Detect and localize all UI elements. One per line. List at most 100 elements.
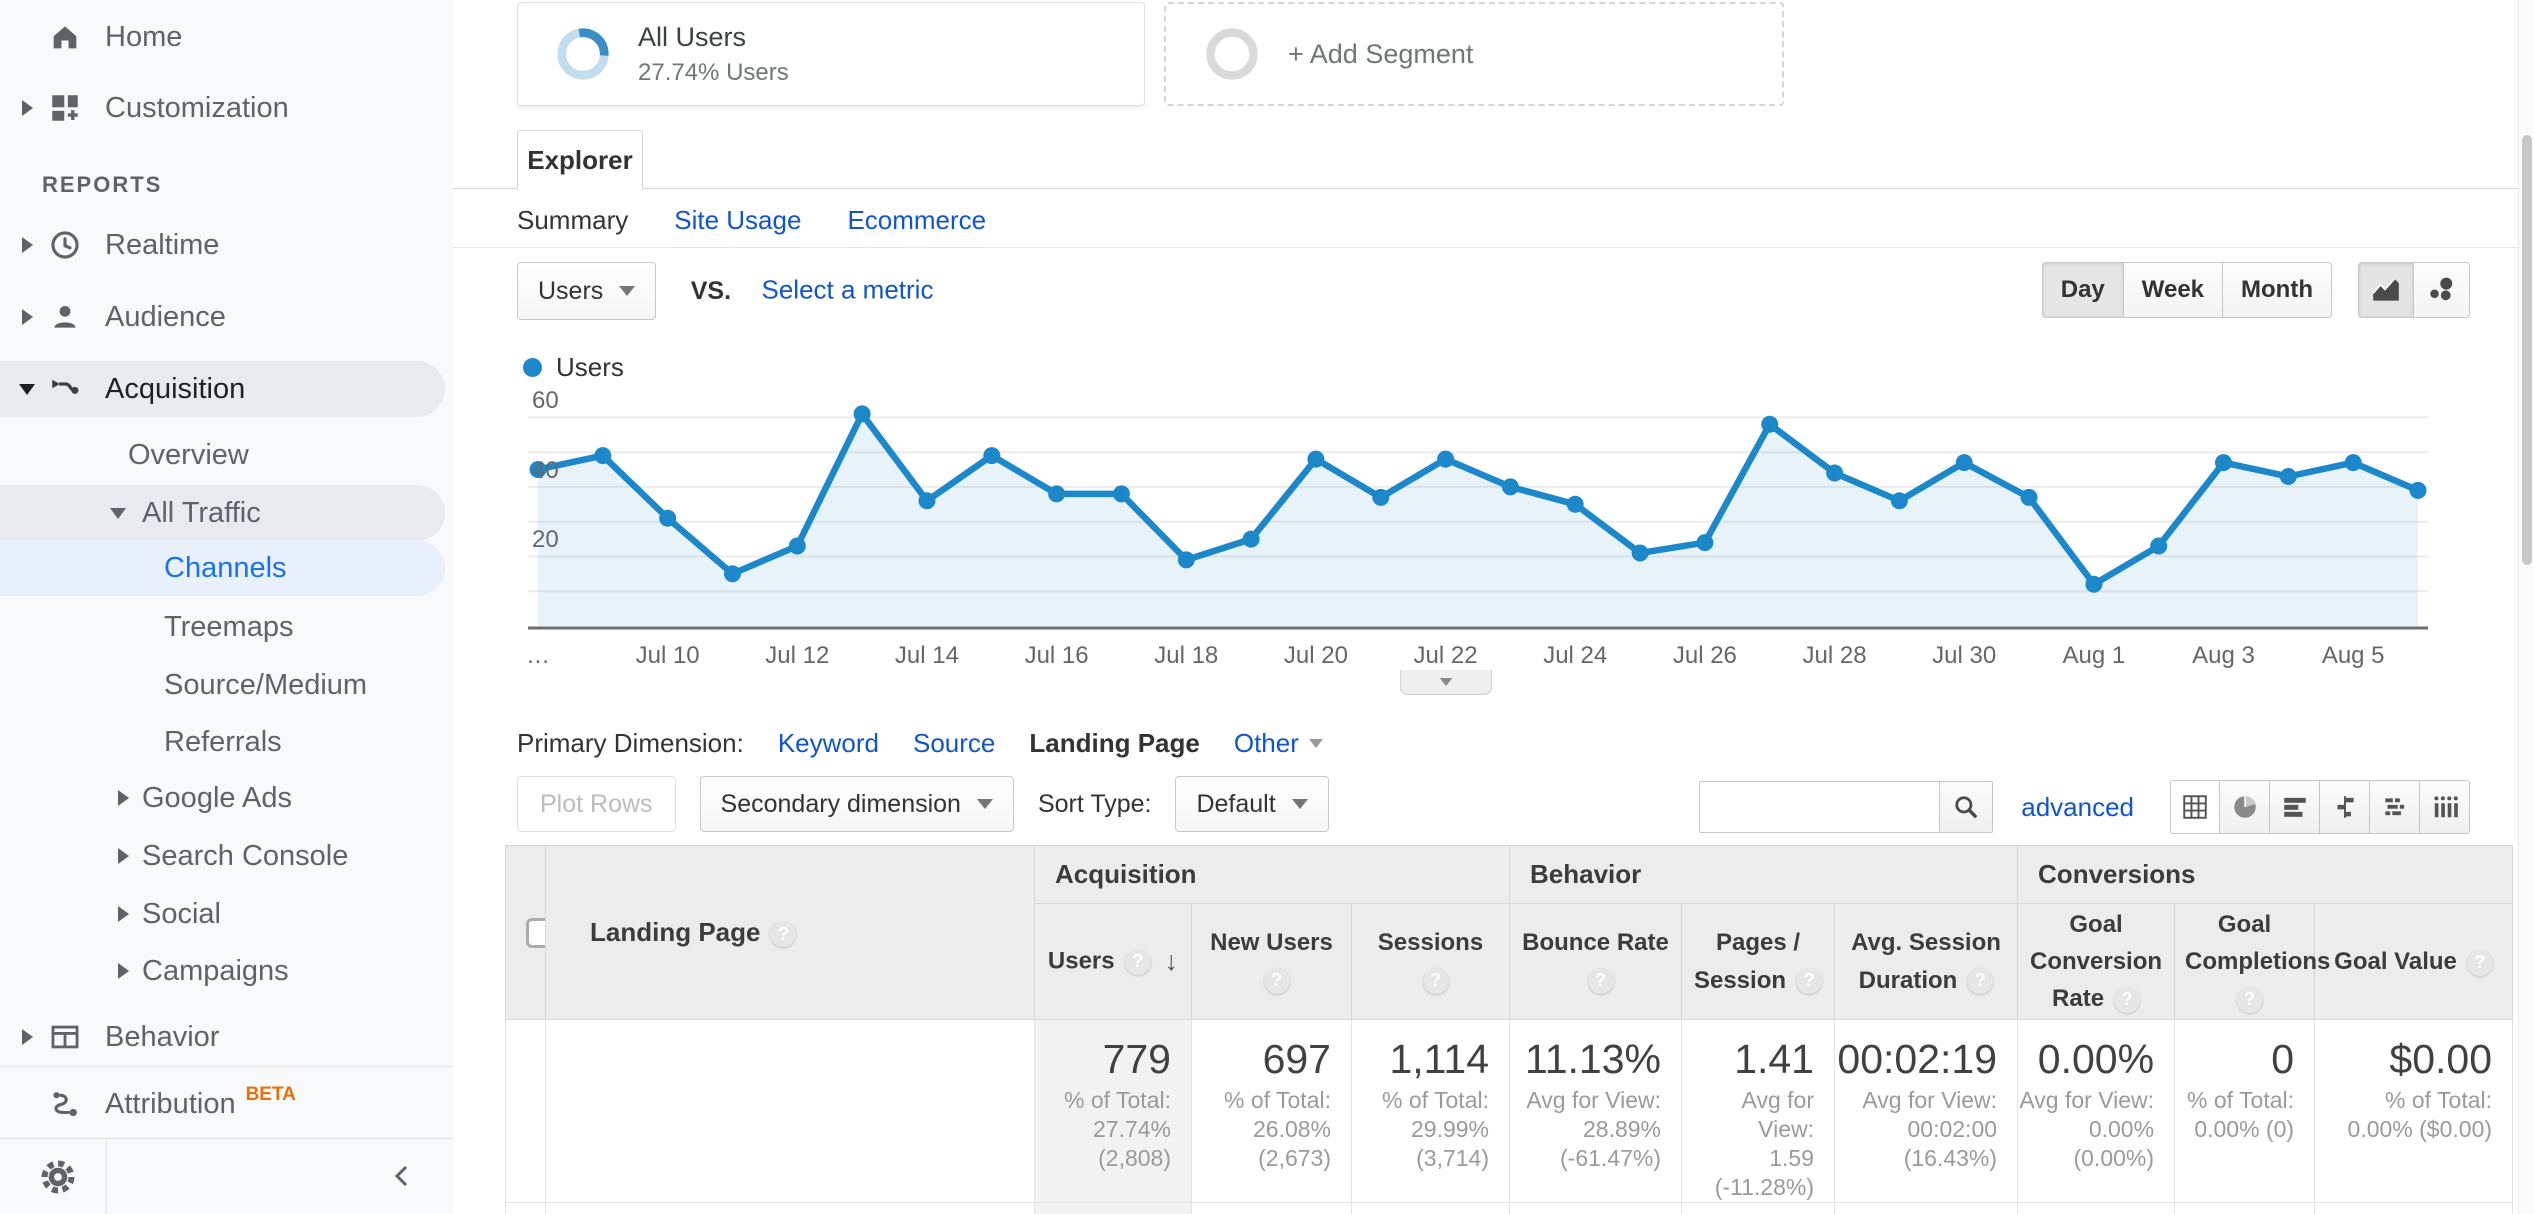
table-grid-icon bbox=[2183, 795, 2207, 819]
comparison-view-button[interactable] bbox=[2320, 780, 2370, 834]
behavior-group-header: Behavior bbox=[1508, 845, 2019, 904]
bounce-rate-column-header[interactable]: Bounce Rate bbox=[1509, 903, 1682, 1020]
column-label: New Users bbox=[1210, 929, 1333, 957]
sidebar-item-attribution[interactable]: Attribution BETA bbox=[0, 1076, 445, 1132]
totals-bounce-cell: 11.13% Avg for View: 28.89% (-61.47%) bbox=[1509, 1019, 1682, 1203]
help-icon[interactable] bbox=[1263, 968, 1290, 995]
plot-rows-button[interactable]: Plot Rows bbox=[517, 776, 676, 832]
landing-page-column-header[interactable]: Landing Page bbox=[545, 845, 1035, 1020]
help-icon[interactable] bbox=[770, 921, 797, 948]
dimension-keyword-link[interactable]: Keyword bbox=[777, 728, 879, 758]
sidebar-item-home[interactable]: Home bbox=[0, 9, 445, 65]
users-line-chart[interactable]: 20 40 60 … Jul 10 Jul 12 Jul 14 Jul 16 Jul 18 Ju… bbox=[526, 387, 2428, 700]
vertical-scrollbar[interactable] bbox=[2518, 0, 2534, 1214]
sort-type-dropdown[interactable]: Default bbox=[1175, 776, 1329, 832]
scrollbar-thumb[interactable] bbox=[2522, 135, 2532, 565]
sidebar-item-channels[interactable]: Channels bbox=[0, 540, 445, 596]
tab-explorer[interactable]: Explorer bbox=[517, 130, 643, 190]
metric-dropdown[interactable]: Users bbox=[517, 262, 657, 320]
sidebar-item-overview[interactable]: Overview bbox=[0, 427, 445, 483]
chevron-down-icon bbox=[1439, 678, 1453, 686]
sidebar-item-label: Social bbox=[142, 897, 221, 930]
secondary-dimension-dropdown[interactable]: Secondary dimension bbox=[699, 776, 1014, 832]
clock-icon bbox=[51, 231, 79, 259]
sidebar-item-google-ads[interactable]: Google Ads bbox=[0, 770, 445, 826]
search-button[interactable] bbox=[1939, 781, 1994, 833]
column-label: Bounce Rate bbox=[1522, 929, 1669, 957]
granularity-month-label: Month bbox=[2241, 276, 2313, 303]
help-icon[interactable] bbox=[2466, 949, 2493, 976]
sidebar-item-referrals[interactable]: Referrals bbox=[0, 714, 445, 770]
granularity-day-button[interactable]: Day bbox=[2041, 262, 2124, 318]
sidebar-item-social[interactable]: Social bbox=[0, 886, 445, 942]
dimension-source-link[interactable]: Source bbox=[912, 728, 996, 758]
sidebar-item-realtime[interactable]: Realtime bbox=[0, 217, 445, 273]
session-duration-column-header[interactable]: Avg. Session Duration bbox=[1833, 903, 2019, 1020]
pie-chart-icon bbox=[2233, 796, 2256, 818]
sidebar-item-search-console[interactable]: Search Console bbox=[0, 828, 445, 884]
sidebar-item-label: Realtime bbox=[105, 228, 220, 261]
term-cloud-view-button[interactable] bbox=[2370, 780, 2420, 834]
x-tick-label: Jul 22 bbox=[1413, 642, 1478, 669]
goal-completions-column-header[interactable]: Goal Completions bbox=[2174, 903, 2330, 1020]
help-icon[interactable] bbox=[2236, 986, 2263, 1013]
y-tick-label: 60 bbox=[532, 387, 559, 415]
sidebar-item-label: Customization bbox=[105, 91, 289, 124]
hide-chart-tab[interactable] bbox=[1400, 670, 1492, 695]
table-search-input[interactable] bbox=[1699, 781, 1940, 833]
column-label: Avg. Session Duration bbox=[1851, 929, 2001, 994]
sidebar-footer bbox=[0, 1138, 453, 1214]
totals-users-cell: 779 % of Total: 27.74% (2,808) bbox=[1034, 1019, 1192, 1203]
dimension-other-dropdown[interactable]: Other bbox=[1234, 728, 1323, 759]
granularity-month-button[interactable]: Month bbox=[2223, 262, 2332, 318]
motion-chart-icon bbox=[2429, 277, 2452, 301]
select-metric-link[interactable]: Select a metric bbox=[761, 274, 934, 305]
help-icon[interactable] bbox=[1796, 968, 1823, 995]
subtab-site-usage[interactable]: Site Usage bbox=[674, 204, 802, 235]
new-users-column-header[interactable]: New Users bbox=[1191, 903, 1352, 1020]
data-view-button[interactable] bbox=[2170, 780, 2220, 834]
users-column-header[interactable]: Users ↓ bbox=[1034, 903, 1192, 1020]
goal-conversion-rate-column-header[interactable]: Goal Conversion Rate bbox=[2017, 903, 2176, 1020]
granularity-week-label: Week bbox=[2141, 276, 2205, 303]
sessions-column-header[interactable]: Sessions bbox=[1351, 903, 1510, 1020]
help-icon[interactable] bbox=[1587, 968, 1614, 995]
sidebar-item-audience[interactable]: Audience bbox=[0, 289, 445, 345]
subtab-summary[interactable]: Summary bbox=[517, 204, 629, 235]
sidebar-item-behavior[interactable]: Behavior bbox=[0, 1009, 445, 1065]
totals-users-value: 779 bbox=[1102, 1036, 1171, 1082]
granularity-week-button[interactable]: Week bbox=[2123, 262, 2224, 318]
sidebar-item-treemaps[interactable]: Treemaps bbox=[0, 599, 445, 655]
subtab-ecommerce[interactable]: Ecommerce bbox=[847, 204, 987, 235]
totals-goal-rate-subtext: Avg for View: 0.00% (0.00%) bbox=[2019, 1087, 2155, 1171]
pivot-view-button[interactable] bbox=[2420, 780, 2470, 834]
attribution-icon bbox=[53, 1092, 77, 1117]
gear-icon[interactable] bbox=[40, 1159, 76, 1195]
goal-value-column-header[interactable]: Goal Value bbox=[2314, 903, 2514, 1020]
totals-goal-completions-value: 0 bbox=[2271, 1036, 2295, 1082]
sidebar-item-label: Behavior bbox=[105, 1020, 220, 1053]
select-all-header-cell bbox=[505, 845, 556, 1020]
percentage-view-button[interactable] bbox=[2220, 780, 2270, 834]
help-icon[interactable] bbox=[1124, 948, 1151, 975]
help-icon[interactable] bbox=[1967, 968, 1994, 995]
totals-new-users-cell: 697 % of Total: 26.08% (2,673) bbox=[1191, 1019, 1352, 1203]
performance-view-button[interactable] bbox=[2270, 780, 2320, 834]
help-icon[interactable] bbox=[1422, 968, 1449, 995]
metric-dropdown-value: Users bbox=[538, 276, 604, 305]
sidebar-item-customization[interactable]: Customization bbox=[0, 80, 445, 136]
help-icon[interactable] bbox=[2114, 986, 2141, 1013]
sidebar-item-campaigns[interactable]: Campaigns bbox=[0, 943, 445, 999]
x-tick-label: Jul 28 bbox=[1802, 642, 1867, 669]
pages-session-column-header[interactable]: Pages / Session bbox=[1681, 903, 1835, 1020]
advanced-link[interactable]: advanced bbox=[2021, 791, 2134, 822]
segment-card-all-users[interactable]: All Users 27.74% Users bbox=[517, 2, 1145, 106]
sidebar-item-acquisition[interactable]: Acquisition bbox=[0, 361, 445, 417]
dimension-landing-page-selected[interactable]: Landing Page bbox=[1029, 728, 1200, 758]
collapse-sidebar-icon[interactable] bbox=[387, 1161, 417, 1191]
add-segment-card[interactable]: + Add Segment bbox=[1164, 2, 1784, 106]
sidebar-item-source-medium[interactable]: Source/Medium bbox=[0, 657, 445, 713]
motion-chart-view-button[interactable] bbox=[2414, 262, 2470, 318]
line-chart-view-button[interactable] bbox=[2358, 262, 2414, 318]
sidebar-item-all-traffic[interactable]: All Traffic bbox=[0, 485, 445, 541]
